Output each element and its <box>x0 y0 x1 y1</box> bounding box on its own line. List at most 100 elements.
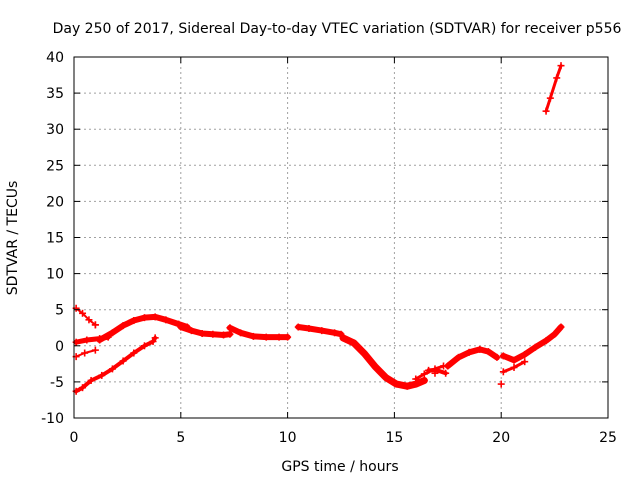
data-point <box>85 316 93 324</box>
data-point <box>149 337 157 345</box>
x-tick-label: 5 <box>176 430 185 446</box>
data-point <box>499 352 507 360</box>
data-point <box>294 323 302 331</box>
data-point <box>499 368 507 376</box>
data-point <box>108 365 116 373</box>
data-point <box>91 346 99 354</box>
data-point <box>305 324 313 332</box>
data-point <box>403 382 411 390</box>
data-point <box>493 353 501 361</box>
data-point <box>220 331 228 339</box>
data-point <box>542 107 550 115</box>
data-point <box>350 339 358 347</box>
x-tick-label: 0 <box>70 430 79 446</box>
data-point <box>284 333 292 341</box>
y-tick-label: 30 <box>46 122 64 138</box>
data-series <box>72 62 565 395</box>
y-tick-label: 40 <box>46 50 64 66</box>
data-point <box>442 369 450 377</box>
y-tick-label: 15 <box>46 231 64 247</box>
data-point <box>339 334 347 342</box>
data-point <box>162 316 170 324</box>
data-point <box>382 374 390 382</box>
data-point <box>542 337 550 345</box>
data-point <box>521 350 529 358</box>
series-arc-8 <box>294 323 345 338</box>
data-point <box>425 366 433 374</box>
y-tick-label: 5 <box>55 303 64 319</box>
data-point <box>140 314 148 322</box>
data-point <box>360 350 368 358</box>
data-point <box>130 317 138 325</box>
data-point <box>454 353 462 361</box>
data-point <box>551 330 559 338</box>
data-point <box>209 330 217 338</box>
outlier-points <box>91 321 505 388</box>
series-trace <box>500 324 564 364</box>
data-point <box>187 327 195 335</box>
data-point <box>79 309 87 317</box>
series-arc-9 <box>339 334 428 390</box>
x-axis-label: GPS time / hours <box>281 459 398 475</box>
data-point <box>151 313 159 321</box>
y-tick-label: -10 <box>41 411 64 427</box>
data-point <box>476 345 484 353</box>
series-trace <box>74 335 158 394</box>
data-point <box>546 94 554 102</box>
data-point <box>420 370 428 378</box>
y-tick-label: 0 <box>55 339 64 355</box>
data-point <box>81 349 89 357</box>
y-tick-label: -5 <box>50 375 64 391</box>
y-tick-label: 25 <box>46 158 64 174</box>
data-point <box>83 336 91 344</box>
data-point <box>557 323 565 331</box>
data-point <box>140 342 148 350</box>
data-point <box>198 330 206 338</box>
series-arc-14 <box>499 358 529 376</box>
data-point <box>151 334 159 342</box>
series-trace <box>75 307 97 326</box>
series-arc-13 <box>499 323 565 364</box>
axis-ticks: 0 5 10 15 20 25 -10 -5 0 5 10 15 20 25 30 35 40 <box>41 50 617 446</box>
series-arc-3 <box>72 346 99 361</box>
series-arc-4 <box>72 334 159 395</box>
data-point <box>510 356 518 364</box>
data-point <box>249 332 257 340</box>
data-point <box>91 321 99 329</box>
y-tick-label: 10 <box>46 267 64 283</box>
data-point <box>420 376 428 384</box>
series-arc-5 <box>96 313 191 344</box>
data-point <box>331 329 339 337</box>
series-arc-6 <box>177 323 234 339</box>
x-tick-label: 20 <box>492 430 510 446</box>
data-point <box>371 363 379 371</box>
data-point <box>275 333 283 341</box>
data-point <box>87 376 95 384</box>
data-point <box>177 323 185 331</box>
data-point <box>557 62 565 70</box>
y-tick-label: 20 <box>46 194 64 210</box>
series-arc-11 <box>425 366 450 377</box>
data-point <box>226 330 234 338</box>
data-point <box>98 371 106 379</box>
data-point <box>444 362 452 370</box>
data-point <box>393 380 401 388</box>
series-arc-15 <box>542 62 565 115</box>
series-trace <box>96 313 191 343</box>
data-point <box>431 369 439 377</box>
data-point <box>226 324 234 332</box>
data-point <box>130 349 138 357</box>
chart-title: Day 250 of 2017, Sidereal Day-to-day VTE… <box>53 21 622 37</box>
series-arc-7 <box>226 324 292 341</box>
series-trace <box>544 64 563 113</box>
data-point <box>79 384 87 392</box>
grid-lines <box>74 57 608 418</box>
data-point <box>531 343 539 351</box>
data-point <box>510 363 518 371</box>
series-arc-12 <box>444 345 501 370</box>
data-point <box>96 336 104 344</box>
data-point <box>237 329 245 337</box>
x-tick-label: 10 <box>279 430 297 446</box>
x-tick-label: 25 <box>599 430 617 446</box>
data-point <box>521 358 529 366</box>
